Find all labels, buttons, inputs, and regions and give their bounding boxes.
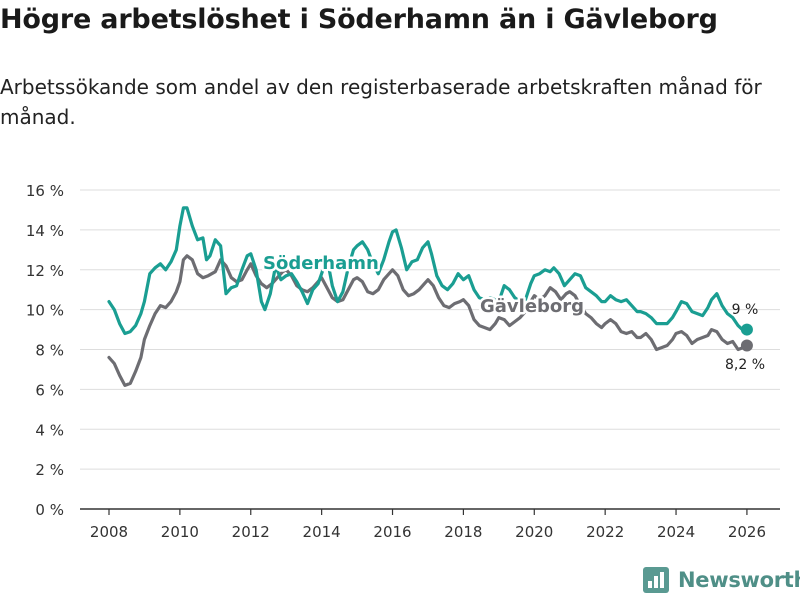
- series-group: [107, 206, 753, 387]
- end-label-soderhamn: 9 %: [732, 302, 759, 318]
- newsworthy-brand: Newsworthy: [643, 567, 800, 593]
- x-tick-label: 2024: [657, 523, 695, 541]
- series-line-soderhamn: [107, 206, 749, 336]
- x-tick-label: 2018: [444, 523, 482, 541]
- series-label-soderhamn-text: Söderhamn: [263, 253, 379, 274]
- end-label-gavleborg: 8,2 %: [725, 357, 765, 373]
- chart-title: Högre arbetslöshet i Söderhamn än i Gävl…: [0, 4, 718, 35]
- y-tick-label: 8 %: [35, 342, 64, 360]
- y-tick-label: 6 %: [35, 381, 64, 399]
- x-tick-label: 2014: [303, 523, 341, 541]
- y-axis-tick-labels: 0 % 2 % 4 % 6 % 8 % 10 % 12 % 14 % 16 %: [26, 182, 64, 519]
- x-tick-label: 2022: [586, 523, 624, 541]
- x-axis: 2008 2010 2012 2014 2016 2018 2020 2022 2024 2026: [80, 508, 780, 541]
- x-tick-label: 2016: [373, 523, 411, 541]
- chart-subtitle: Arbetssökande som andel av den registerb…: [0, 75, 762, 129]
- y-tick-label: 14 %: [26, 222, 64, 240]
- y-tick-label: 16 %: [26, 182, 64, 200]
- x-tick-label: 2008: [90, 523, 128, 541]
- y-tick-label: 2 %: [35, 461, 64, 479]
- y-tick-label: 10 %: [26, 302, 64, 320]
- x-tick-label: 2010: [161, 523, 199, 541]
- end-point-soderhamn: [740, 323, 753, 336]
- series-line-gavleborg: [107, 254, 749, 387]
- x-tick-label: 2020: [515, 523, 553, 541]
- x-tick-label: 2026: [728, 523, 766, 541]
- series-label-gavleborg-text: Gävleborg: [480, 296, 584, 317]
- series-label-gavleborg-halo: Gävleborg: [480, 296, 584, 317]
- y-tick-label: 4 %: [35, 421, 64, 439]
- newsworthy-logo-icon: [643, 567, 669, 593]
- gridlines: [80, 189, 780, 470]
- x-tick-label: 2012: [232, 523, 270, 541]
- y-tick-label: 0 %: [35, 501, 64, 519]
- series-label-soderhamn-halo: Söderhamn: [263, 253, 379, 274]
- brand-name: Newsworthy: [678, 568, 800, 592]
- y-tick-label: 12 %: [26, 262, 64, 280]
- end-point-gavleborg: [740, 339, 753, 352]
